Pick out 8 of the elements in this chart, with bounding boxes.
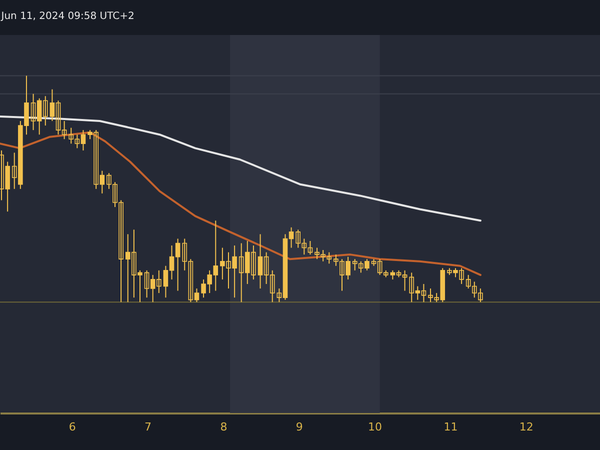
x-tick-label: 10: [368, 420, 382, 434]
x-tick-label: 8: [220, 420, 228, 434]
x-tick-label: 6: [68, 420, 76, 434]
text: Jun 11, 2024 09:58 UTC+2: [0, 11, 134, 22]
x-tick-label: 12: [519, 420, 534, 434]
x-tick-label: 9: [296, 420, 303, 434]
x-tick-label: 7: [144, 420, 152, 434]
x-tick-label: 11: [444, 420, 458, 434]
